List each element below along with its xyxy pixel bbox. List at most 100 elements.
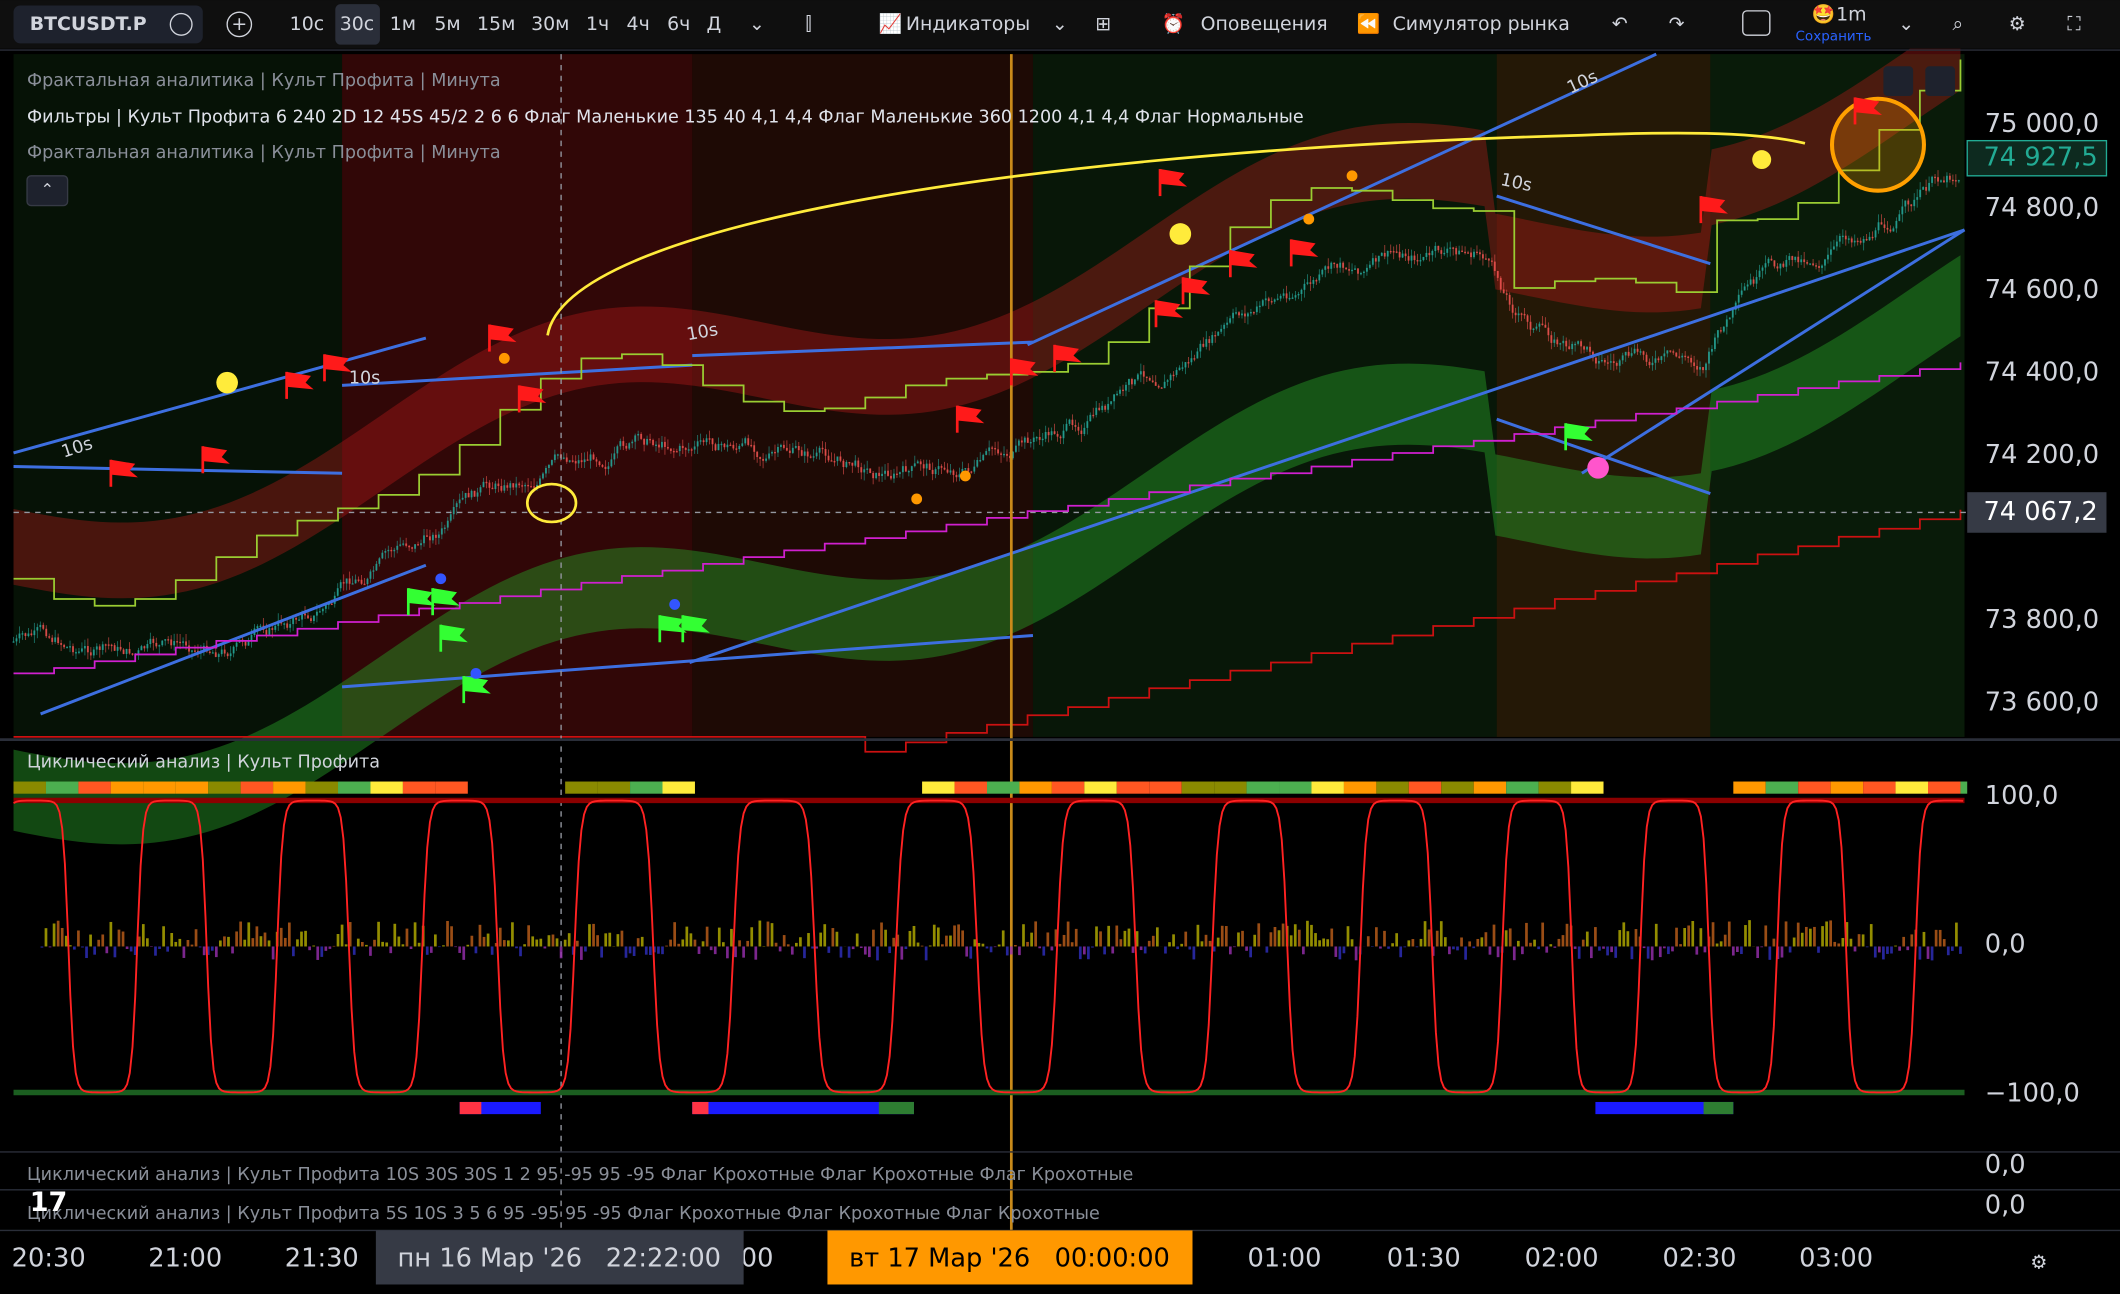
interval[interactable]: 15м — [477, 13, 515, 35]
redo[interactable]: ↷ — [1669, 13, 1685, 35]
osc-bar — [1289, 935, 1293, 947]
osc-bar — [1553, 946, 1557, 948]
osc-bar — [661, 946, 664, 955]
undo[interactable]: ↶ — [1612, 13, 1628, 35]
candle-body — [839, 456, 842, 461]
state-strip — [1538, 781, 1572, 794]
quick-search[interactable]: ⌕ — [1952, 13, 1963, 35]
pane-title[interactable]: Циклический анализ | Культ Профита — [27, 753, 380, 773]
osc-bar — [795, 942, 798, 947]
layout-name[interactable]: 1m — [1836, 3, 1866, 25]
replay[interactable]: Симулятор рынка — [1393, 13, 1570, 35]
interval[interactable]: 1ч — [586, 13, 609, 35]
candle-body — [604, 466, 607, 469]
osc-bar — [531, 936, 535, 947]
candle-body — [1940, 180, 1942, 182]
interval[interactable]: 10с — [290, 13, 324, 35]
symbol-icon[interactable] — [169, 12, 193, 36]
candle-body — [699, 440, 702, 442]
interval-active[interactable] — [335, 4, 380, 45]
candle-body — [143, 646, 146, 649]
candle-body — [1490, 260, 1493, 262]
fullscreen[interactable]: ⛶ — [2066, 13, 2081, 35]
candle-body — [1089, 414, 1092, 422]
add-symbol-plus[interactable]: + — [231, 13, 247, 35]
layout-menu[interactable]: ⌄ — [1898, 13, 1914, 35]
osc-bar — [1642, 946, 1646, 949]
osc-bar — [957, 924, 960, 947]
interval[interactable]: 4ч — [627, 13, 650, 35]
osc-bar — [1533, 939, 1536, 947]
osc-bar — [60, 927, 64, 947]
osc-bar — [93, 946, 96, 955]
indicators-icon[interactable]: 📈 — [879, 12, 903, 35]
pane-legend[interactable]: Циклический анализ | Культ Профита 5S 10… — [27, 1204, 1100, 1224]
candle-body — [1321, 269, 1324, 275]
candle-body — [1401, 253, 1404, 258]
layout-icon[interactable] — [1742, 10, 1771, 36]
logo[interactable]: 17 — [30, 1187, 68, 1218]
settings[interactable]: ⚙ — [2009, 13, 2026, 35]
symbol-box[interactable] — [13, 5, 203, 44]
candle-body — [1371, 258, 1374, 265]
alerts-icon[interactable]: ⏰ — [1162, 12, 1186, 35]
collapse-icon[interactable]: ⌃ — [41, 180, 55, 199]
osc-bar — [941, 944, 944, 947]
osc-bar — [608, 932, 612, 947]
chart-type[interactable]: ⫿ — [805, 13, 811, 35]
candle-body — [1059, 436, 1062, 439]
indicators[interactable]: Индикаторы — [906, 13, 1030, 35]
osc-bar — [896, 934, 900, 947]
interval[interactable]: Д — [706, 13, 721, 35]
trend-line — [1496, 417, 1711, 495]
legend-line[interactable]: Фрактальная аналитика | Культ Профита | … — [27, 71, 501, 91]
interval-menu[interactable]: ⌄ — [749, 13, 765, 35]
osc-bar — [1111, 946, 1115, 954]
interval[interactable]: 1м — [390, 13, 416, 35]
candle-body — [1856, 240, 1859, 243]
save[interactable]: Сохранить — [1796, 29, 1872, 45]
osc-bar — [1005, 946, 1009, 956]
osc-bar — [482, 936, 486, 947]
osc-bar — [1837, 943, 1841, 947]
alerts[interactable]: Оповещения — [1201, 13, 1328, 35]
osc-bar — [146, 938, 149, 947]
candle-body — [1032, 437, 1035, 443]
osc-bar — [1407, 940, 1411, 947]
legend-line[interactable]: Фрактальная аналитика | Культ Профита | … — [27, 143, 501, 163]
indicators-menu[interactable]: ⌄ — [1052, 13, 1068, 35]
collapse-legend[interactable] — [26, 175, 69, 207]
osc-bar — [1942, 939, 1946, 947]
legend-line[interactable]: Фильтры | Культ Профита 6 240 2D 12 45S … — [27, 108, 1304, 128]
osc-bar — [953, 925, 956, 947]
add-symbol[interactable] — [226, 11, 253, 38]
axis-settings[interactable]: ⚙ — [2030, 1251, 2047, 1273]
osc-bar — [125, 946, 129, 949]
osc-bar — [434, 934, 437, 947]
scroll-button[interactable] — [1883, 66, 1914, 97]
candle-body — [756, 451, 759, 458]
reset-button[interactable] — [1925, 66, 1956, 97]
candle-body — [497, 483, 500, 487]
interval[interactable]: 5м — [434, 13, 460, 35]
interval[interactable]: 6ч — [667, 13, 690, 35]
pane-legend[interactable]: Циклический анализ | Культ Профита 10S 3… — [27, 1165, 1133, 1185]
interval[interactable]: 30с — [340, 13, 374, 35]
candle-body — [48, 636, 51, 638]
avatar[interactable]: 🤩 — [1812, 3, 1836, 25]
candle-body — [170, 639, 173, 646]
osc-bar — [1099, 931, 1102, 947]
interval[interactable]: 30м — [531, 13, 569, 35]
flag — [1291, 239, 1319, 257]
osc-bar — [1910, 934, 1914, 947]
templates[interactable]: ⊞ — [1095, 13, 1111, 35]
candle-body — [711, 438, 714, 445]
candle-body — [1425, 252, 1428, 257]
replay-icon[interactable]: ⏪ — [1356, 12, 1380, 35]
osc-bar — [705, 926, 709, 947]
osc-bar — [1796, 922, 1800, 947]
osc-bar — [1650, 946, 1654, 961]
candle-body — [545, 467, 547, 474]
candle-body — [244, 641, 247, 646]
symbol[interactable]: BTCUSDT.P — [30, 13, 147, 35]
